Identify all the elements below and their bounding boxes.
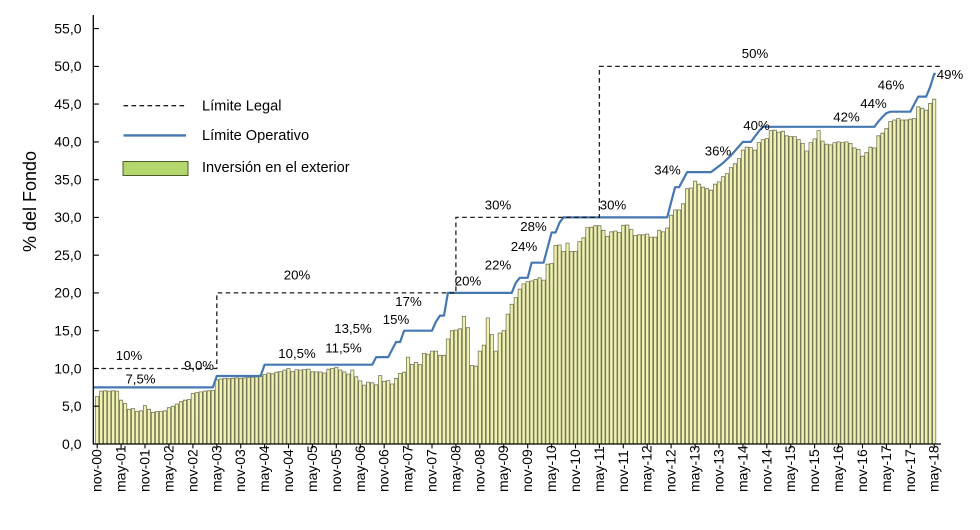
svg-text:may-04: may-04 (256, 445, 272, 492)
svg-text:nov-02: nov-02 (184, 449, 200, 492)
svg-text:28%: 28% (520, 219, 547, 234)
svg-text:36%: 36% (705, 144, 732, 159)
svg-text:24%: 24% (511, 239, 538, 254)
svg-text:49%: 49% (937, 67, 964, 82)
svg-text:25,0: 25,0 (54, 247, 81, 263)
svg-text:may-12: may-12 (639, 445, 655, 492)
svg-text:15%: 15% (383, 312, 410, 327)
svg-text:30,0: 30,0 (54, 209, 81, 225)
svg-text:55,0: 55,0 (54, 20, 81, 36)
svg-text:nov-08: nov-08 (471, 449, 487, 492)
svg-text:Límite Legal: Límite Legal (202, 98, 282, 114)
svg-text:may-15: may-15 (782, 445, 798, 492)
svg-text:40,0: 40,0 (54, 134, 81, 150)
svg-text:may-18: may-18 (926, 445, 942, 492)
svg-text:5,0: 5,0 (62, 398, 82, 414)
svg-text:nov-15: nov-15 (806, 449, 822, 492)
svg-text:20%: 20% (284, 268, 311, 283)
svg-text:nov-14: nov-14 (758, 449, 774, 492)
svg-text:40%: 40% (743, 118, 770, 133)
svg-text:may-13: may-13 (687, 445, 703, 492)
svg-text:15,0: 15,0 (54, 323, 81, 339)
svg-text:10%: 10% (116, 348, 143, 363)
svg-text:may-06: may-06 (352, 445, 368, 492)
svg-text:may-05: may-05 (304, 445, 320, 492)
svg-text:nov-07: nov-07 (424, 449, 440, 492)
svg-text:nov-00: nov-00 (89, 449, 105, 492)
svg-text:10,0: 10,0 (54, 360, 81, 376)
svg-text:20%: 20% (455, 274, 482, 289)
svg-text:9,0%: 9,0% (184, 358, 214, 373)
svg-text:may-07: may-07 (400, 445, 416, 492)
svg-text:42%: 42% (833, 110, 860, 125)
svg-text:nov-13: nov-13 (711, 449, 727, 492)
svg-text:may-11: may-11 (591, 446, 607, 492)
svg-text:% del Fondo: % del Fondo (20, 151, 40, 252)
svg-text:nov-12: nov-12 (663, 449, 679, 492)
svg-text:may-14: may-14 (734, 445, 750, 492)
svg-text:may-09: may-09 (495, 445, 511, 492)
svg-text:nov-10: nov-10 (567, 449, 583, 492)
svg-text:nov-03: nov-03 (232, 449, 248, 492)
svg-text:nov-01: nov-01 (137, 449, 153, 492)
svg-text:may-16: may-16 (830, 445, 846, 492)
svg-text:may-17: may-17 (878, 445, 894, 492)
svg-text:44%: 44% (860, 96, 887, 111)
svg-text:may-02: may-02 (160, 445, 176, 492)
svg-text:45,0: 45,0 (54, 96, 81, 112)
svg-text:nov-04: nov-04 (280, 449, 296, 492)
svg-text:nov-11: nov-11 (615, 450, 631, 492)
svg-text:50,0: 50,0 (54, 58, 81, 74)
svg-text:Inversión en el exterior: Inversión en el exterior (202, 160, 350, 176)
svg-text:34%: 34% (654, 163, 681, 178)
svg-text:nov-17: nov-17 (902, 449, 918, 492)
svg-text:20,0: 20,0 (54, 285, 81, 301)
svg-text:30%: 30% (485, 198, 512, 213)
svg-text:13,5%: 13,5% (334, 321, 372, 336)
svg-text:50%: 50% (742, 46, 769, 61)
svg-text:may-08: may-08 (447, 445, 463, 492)
svg-text:11,5%: 11,5% (325, 341, 362, 356)
svg-text:may-01: may-01 (113, 445, 129, 492)
svg-text:7,5%: 7,5% (125, 372, 155, 387)
svg-text:Límite Operativo: Límite Operativo (202, 128, 309, 144)
svg-text:30%: 30% (600, 198, 627, 213)
svg-text:nov-05: nov-05 (328, 449, 344, 492)
svg-text:nov-09: nov-09 (519, 449, 535, 492)
svg-text:17%: 17% (395, 294, 422, 309)
svg-text:22%: 22% (485, 258, 512, 273)
svg-text:nov-16: nov-16 (854, 449, 870, 492)
svg-text:35,0: 35,0 (54, 172, 81, 188)
svg-text:0,0: 0,0 (62, 436, 82, 452)
svg-text:46%: 46% (878, 78, 905, 93)
svg-text:10,5%: 10,5% (278, 346, 316, 361)
svg-text:may-10: may-10 (543, 445, 559, 492)
svg-text:nov-06: nov-06 (376, 449, 392, 492)
svg-text:may-03: may-03 (208, 445, 224, 492)
